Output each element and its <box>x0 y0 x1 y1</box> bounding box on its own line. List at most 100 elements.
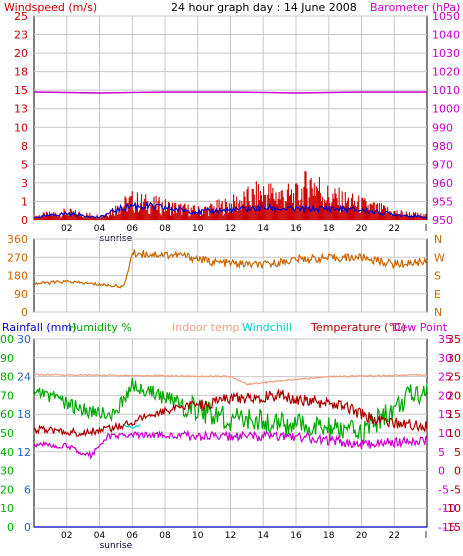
y-tick-humidity: 90 <box>0 352 14 365</box>
y-tick-dewpoint: 15 <box>438 408 452 421</box>
y-tick-temperature: 25 <box>447 371 461 384</box>
x-tick-end: l <box>425 531 428 541</box>
y-tick-compass: N <box>434 233 442 246</box>
y-tick-windspeed: 0 <box>21 214 28 227</box>
x-tick-label: 20 <box>356 531 368 541</box>
x-tick-label: 04 <box>94 224 106 234</box>
x-tick-label: 12 <box>225 531 236 541</box>
windspeed-axis-title: Windspeed (m/s) <box>4 1 97 14</box>
y-tick-windspeed: 20 <box>14 47 28 60</box>
legend-indoor: Indoor temp <box>172 321 239 334</box>
y-tick-compass: S <box>434 270 441 283</box>
x-tick-label: 18 <box>323 531 335 541</box>
y-tick-barometer: 970 <box>432 158 453 171</box>
y-tick-windspeed: 18 <box>14 66 28 79</box>
y-tick-dewpoint: 25 <box>438 371 452 384</box>
y-tick-temperature: -10 <box>443 502 461 515</box>
y-tick-temperature: 10 <box>447 427 461 440</box>
x-tick-label: 08 <box>159 224 171 234</box>
y-tick-humidity: 60 <box>0 408 14 421</box>
x-tick-label: 12 <box>225 224 236 234</box>
y-tick-temperature: 35 <box>447 333 461 346</box>
y-tick-compass: W <box>434 251 445 264</box>
x-tick-end: l <box>425 224 428 234</box>
x-tick-label: 08 <box>159 531 171 541</box>
y-tick-humidity: 40 <box>0 446 14 459</box>
legend-dewpoint: Dew Point <box>392 321 448 334</box>
y-tick-rainfall: 0 <box>24 521 31 534</box>
y-tick-humidity: 10 <box>0 502 14 515</box>
y-tick-direction: 360 <box>7 233 28 246</box>
y-tick-dewpoint: -5 <box>438 483 449 496</box>
y-tick-barometer: 960 <box>432 177 453 190</box>
x-tick-label: 02 <box>61 531 72 541</box>
y-tick-windspeed: 5 <box>21 158 28 171</box>
y-tick-barometer: 1010 <box>432 84 460 97</box>
x-tick-label: 22 <box>389 531 400 541</box>
y-tick-windspeed: 1 <box>21 195 28 208</box>
y-tick-barometer: 1040 <box>432 29 460 42</box>
y-tick-rainfall: 24 <box>17 371 31 384</box>
y-tick-dewpoint: 35 <box>438 333 452 346</box>
x-tick-label: 14 <box>258 224 270 234</box>
y-tick-barometer: 955 <box>432 195 453 208</box>
barometer-axis-title: Barometer (hPa) <box>370 1 460 14</box>
y-tick-rainfall: 18 <box>17 408 31 421</box>
sunrise-label: sunrise <box>100 541 133 551</box>
series-line-1 <box>33 377 428 445</box>
y-tick-humidity: 100 <box>0 333 14 346</box>
x-tick-label: 20 <box>356 224 368 234</box>
y-tick-windspeed: 3 <box>21 177 28 190</box>
y-tick-direction: 0 <box>21 306 28 319</box>
legend-humidity: Humidity % <box>68 321 132 334</box>
x-tick-label: 22 <box>389 224 400 234</box>
series-line-2 <box>33 388 428 437</box>
y-tick-dewpoint: -15 <box>438 521 456 534</box>
y-tick-windspeed: 8 <box>21 140 28 153</box>
y-tick-windspeed: 15 <box>14 84 28 97</box>
y-tick-rainfall: 12 <box>17 446 31 459</box>
y-tick-dewpoint: 10 <box>438 427 452 440</box>
y-tick-barometer: 980 <box>432 140 453 153</box>
y-tick-humidity: 70 <box>0 389 14 402</box>
legend-rainfall: Rainfall (mm) <box>2 321 76 334</box>
x-tick-label: 14 <box>258 531 270 541</box>
series-line-0 <box>33 373 428 386</box>
y-tick-dewpoint: 0 <box>438 465 445 478</box>
direction-line <box>33 249 428 289</box>
y-tick-barometer: 950 <box>432 214 453 227</box>
y-tick-dewpoint: -10 <box>438 502 456 515</box>
y-tick-temperature: 15 <box>447 408 461 421</box>
y-tick-direction: 270 <box>7 251 28 264</box>
y-tick-dewpoint: 5 <box>438 446 445 459</box>
x-tick-label: 04 <box>94 531 106 541</box>
y-tick-compass: E <box>434 288 441 301</box>
y-tick-barometer: 1030 <box>432 47 460 60</box>
y-tick-dewpoint: 30 <box>438 352 452 365</box>
series-line-3 <box>33 429 428 461</box>
x-tick-label: 06 <box>127 531 139 541</box>
y-tick-rainfall: 6 <box>24 483 31 496</box>
x-tick-label: 16 <box>290 531 302 541</box>
y-tick-humidity: 80 <box>0 371 14 384</box>
y-tick-temperature: 5 <box>454 446 461 459</box>
x-tick-label: 18 <box>323 224 335 234</box>
y-tick-direction: 180 <box>7 270 28 283</box>
y-tick-dewpoint: 20 <box>438 389 452 402</box>
y-tick-barometer: 1020 <box>432 66 460 79</box>
legend-windchill: Windchill <box>242 321 292 334</box>
y-tick-humidity: 0 <box>7 521 14 534</box>
y-tick-windspeed: 13 <box>14 103 28 116</box>
y-tick-windspeed: 25 <box>14 10 28 23</box>
y-tick-temperature: -5 <box>450 483 461 496</box>
y-tick-direction: 90 <box>14 288 28 301</box>
y-tick-compass: N <box>434 306 442 319</box>
y-tick-humidity: 30 <box>0 465 14 478</box>
legend-temperature: Temperature (°C) <box>310 321 406 334</box>
y-tick-windspeed: 10 <box>14 121 28 134</box>
chart-title: 24 hour graph day : 14 June 2008 <box>171 1 357 14</box>
x-tick-label: 10 <box>192 224 204 234</box>
x-tick-label: 06 <box>127 224 139 234</box>
y-tick-temperature: 20 <box>447 389 461 402</box>
x-tick-label: 10 <box>192 531 204 541</box>
